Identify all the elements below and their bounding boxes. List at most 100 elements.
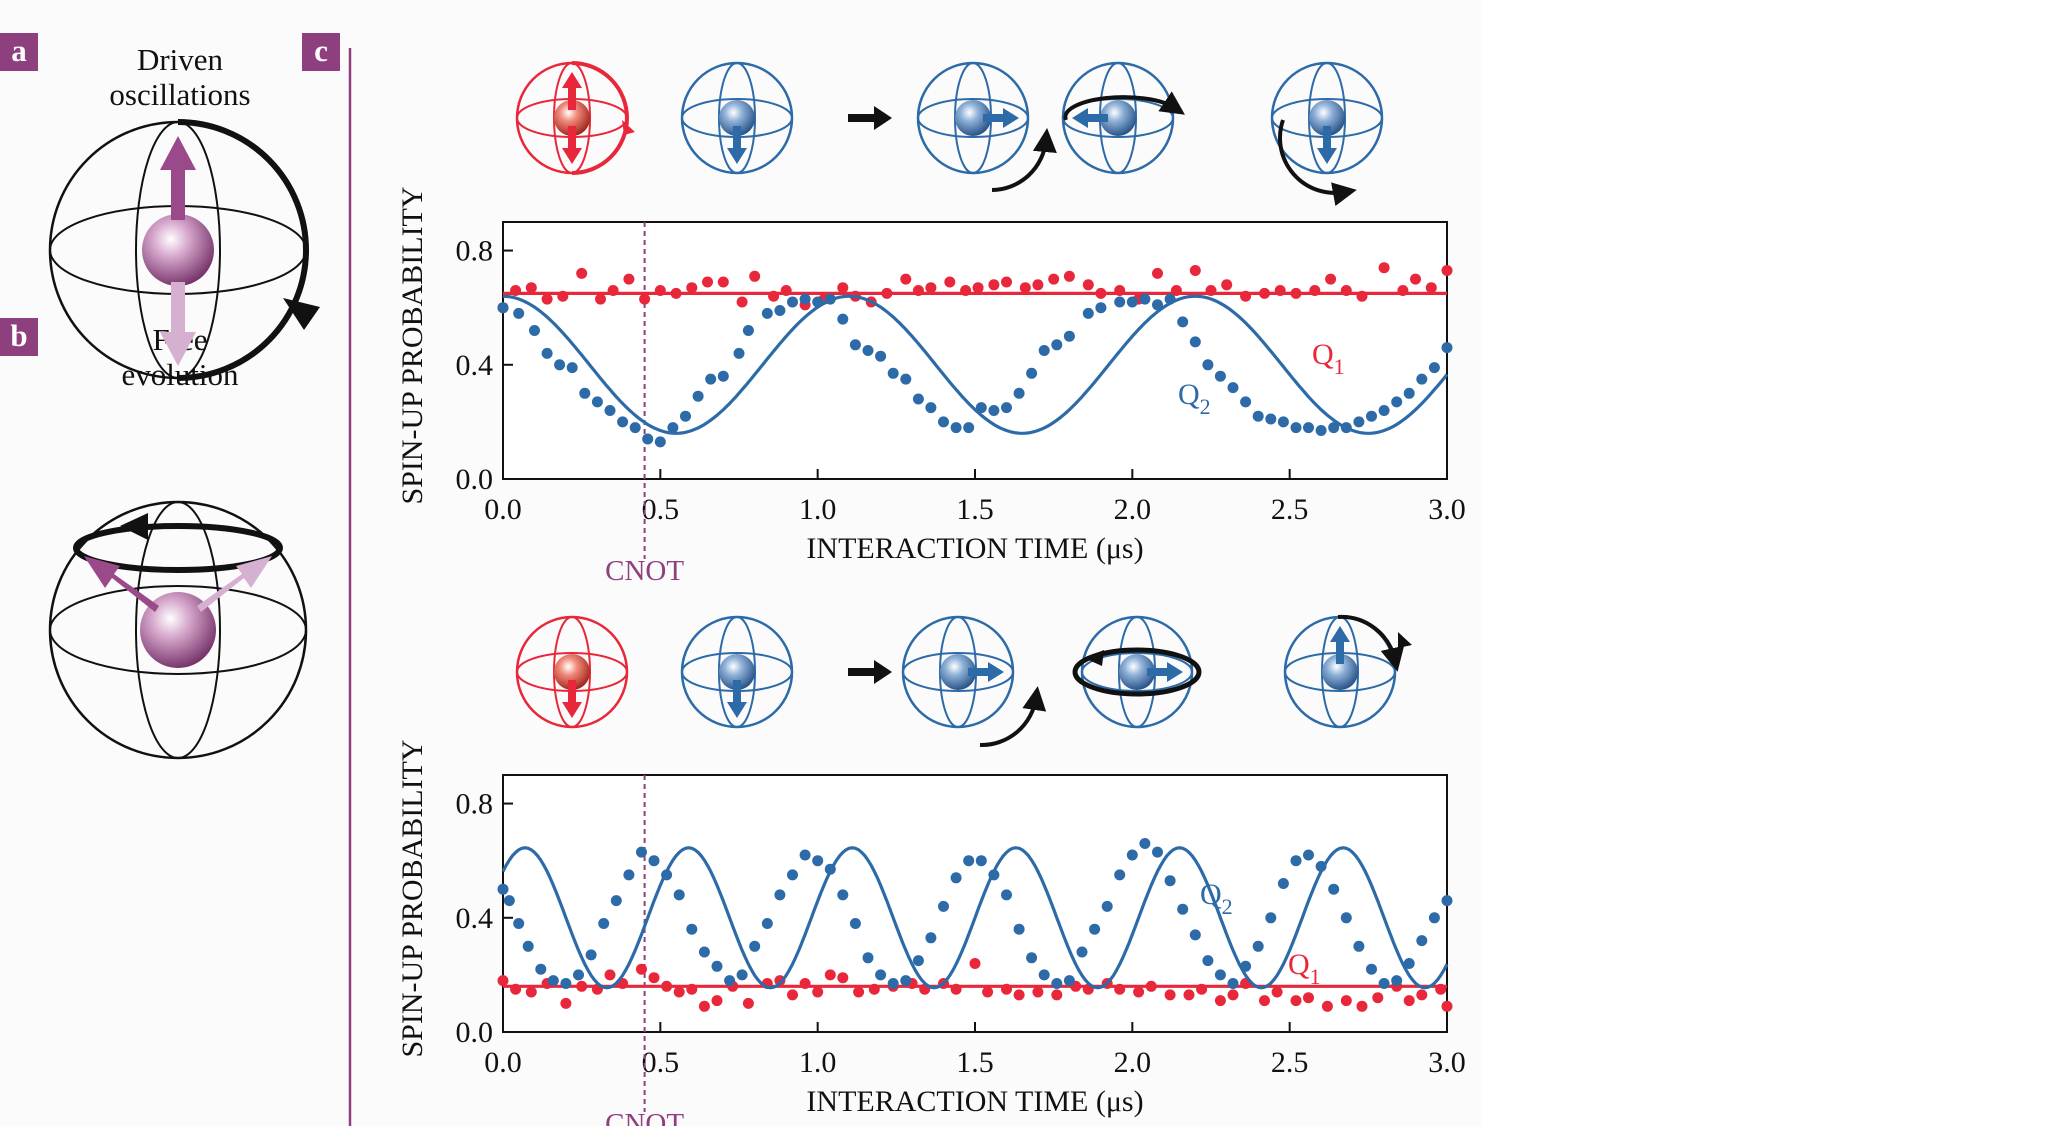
data-point-q1 bbox=[1032, 279, 1044, 291]
bloch-q2-top-3 bbox=[1061, 61, 1175, 175]
data-point-q2 bbox=[573, 969, 584, 981]
panel-a-title: Driven oscillations bbox=[80, 42, 280, 112]
data-point-q1 bbox=[639, 293, 651, 305]
data-point-q1 bbox=[1082, 279, 1094, 291]
chart-2: 0.0 0.5 1.0 1.5 2.0 2.5 3.0 0.0 0.4 0.8 INTERACTIO… bbox=[396, 739, 1466, 1126]
data-point-q1 bbox=[1425, 282, 1437, 294]
data-point-q2 bbox=[1082, 307, 1094, 319]
data-point-q1 bbox=[698, 1000, 710, 1012]
bloch-q2-bottom-2 bbox=[901, 615, 1015, 729]
data-point-q2 bbox=[799, 293, 811, 305]
data-point-q1 bbox=[1145, 980, 1157, 992]
data-point-q1 bbox=[1133, 986, 1145, 998]
data-point-q2 bbox=[1026, 952, 1038, 964]
data-point-q2 bbox=[1328, 883, 1340, 895]
data-point-q2 bbox=[912, 393, 924, 405]
data-point-q1 bbox=[648, 972, 660, 984]
panel-a-title-line1: Driven bbox=[136, 42, 224, 77]
spin-sphere bbox=[554, 654, 590, 690]
data-point-q2 bbox=[1265, 912, 1277, 924]
data-point-q2 bbox=[887, 367, 899, 379]
q1-drive-arrowhead-icon bbox=[622, 120, 635, 135]
data-point-q1 bbox=[925, 282, 937, 294]
data-point-q2 bbox=[862, 952, 874, 964]
data-point-q2 bbox=[736, 969, 748, 981]
data-point-q1 bbox=[749, 270, 761, 282]
data-point-q1 bbox=[1032, 986, 1044, 998]
data-point-q2 bbox=[733, 347, 745, 359]
data-point-q2 bbox=[1277, 416, 1289, 428]
data-point-q2 bbox=[975, 402, 987, 414]
spin-sphere bbox=[1309, 100, 1345, 136]
precession-ring-icon bbox=[73, 523, 283, 573]
data-point-q2 bbox=[1139, 293, 1151, 305]
data-point-q2 bbox=[535, 963, 547, 975]
data-point-q1 bbox=[623, 273, 635, 285]
data-point-q2 bbox=[1353, 416, 1365, 428]
data-point-q2 bbox=[837, 889, 849, 901]
sphere-equator bbox=[917, 98, 1029, 138]
spin-sphere-purple bbox=[142, 214, 214, 286]
y-tick-label: 0.4 bbox=[456, 349, 494, 382]
panel-a-title-line2: oscillations bbox=[109, 77, 251, 112]
data-point-q1 bbox=[950, 983, 962, 995]
data-point-q1 bbox=[604, 969, 616, 981]
x-tick-label: 0.0 bbox=[484, 1046, 522, 1079]
data-point-q1 bbox=[912, 285, 924, 296]
data-point-q2 bbox=[610, 895, 622, 907]
data-point-q2 bbox=[1152, 299, 1163, 311]
data-point-q2 bbox=[1189, 336, 1201, 348]
x-tick-label: 0.0 bbox=[484, 493, 522, 526]
bloch-q2-top-2 bbox=[916, 61, 1030, 175]
data-point-q2 bbox=[963, 422, 975, 434]
spin-sphere bbox=[719, 100, 755, 136]
y-axis-label: SPIN-UP PROBABILITY bbox=[396, 739, 429, 1057]
data-point-q2 bbox=[1416, 935, 1428, 947]
y-tick-label: 0.4 bbox=[456, 902, 494, 935]
data-point-q2 bbox=[629, 422, 641, 434]
x-axis-label: INTERACTION TIME (μs) bbox=[806, 532, 1143, 565]
spin-sphere-purple bbox=[140, 592, 216, 668]
data-point-q1 bbox=[1001, 983, 1012, 995]
data-point-q2 bbox=[1403, 958, 1415, 969]
data-point-q1 bbox=[1441, 1000, 1453, 1012]
data-point-q1 bbox=[1271, 986, 1283, 998]
data-point-q1 bbox=[1290, 287, 1302, 299]
data-point-q2 bbox=[698, 946, 710, 958]
data-point-q1 bbox=[988, 279, 1000, 291]
series-label-sub: 1 bbox=[1334, 354, 1345, 379]
data-point-q1 bbox=[525, 282, 537, 294]
data-point-q1 bbox=[812, 986, 824, 998]
data-point-q1 bbox=[768, 290, 780, 302]
data-point-q1 bbox=[525, 986, 537, 998]
data-point-q1 bbox=[1403, 995, 1415, 1007]
data-point-q2 bbox=[1189, 929, 1201, 941]
data-point-q2 bbox=[1366, 410, 1377, 422]
data-point-q2 bbox=[711, 960, 723, 972]
data-point-q1 bbox=[780, 285, 792, 296]
data-point-q2 bbox=[1013, 387, 1025, 399]
data-point-q2 bbox=[1403, 387, 1415, 399]
spin-sphere bbox=[719, 654, 755, 690]
data-point-q2 bbox=[1303, 849, 1314, 861]
data-point-q2 bbox=[1416, 373, 1428, 385]
data-point-q1 bbox=[1259, 287, 1270, 299]
data-point-q1 bbox=[1274, 285, 1286, 296]
spin-sphere bbox=[554, 100, 590, 136]
data-point-q2 bbox=[1001, 402, 1012, 414]
data-point-q2 bbox=[849, 339, 861, 351]
data-point-q2 bbox=[1038, 345, 1050, 356]
data-point-q2 bbox=[1252, 410, 1264, 422]
spin-down-arrow-icon bbox=[562, 680, 582, 718]
spin-sphere bbox=[1100, 100, 1136, 136]
data-point-q2 bbox=[1378, 405, 1390, 416]
data-point-q1 bbox=[1114, 285, 1126, 296]
y-tick-label: 0.0 bbox=[456, 1016, 494, 1049]
data-point-q1 bbox=[1214, 995, 1226, 1007]
bloch-q1-bottom bbox=[515, 615, 629, 729]
bloch-q2-top-1 bbox=[680, 61, 794, 175]
spin-sphere bbox=[955, 100, 991, 136]
data-point-q2 bbox=[648, 855, 660, 867]
spin-right-arrow-icon bbox=[1147, 662, 1183, 682]
spin-down-arrow-icon bbox=[727, 126, 747, 164]
